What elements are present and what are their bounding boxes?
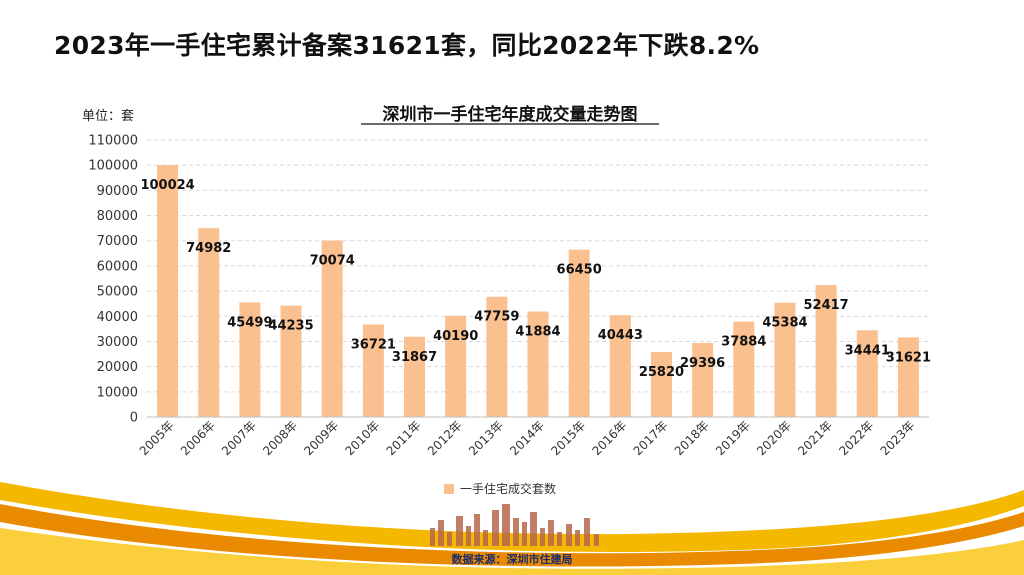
bar [856,330,878,417]
data-label: 45384 [762,316,807,331]
bar [362,324,384,417]
x-tick-label: 2011年 [384,418,424,458]
bar [445,315,467,417]
band-gold-bottom [0,528,1024,575]
grid-lines [147,139,929,393]
y-tick-label: 40000 [97,310,138,325]
data-label: 29396 [680,356,725,371]
data-label: 44235 [268,319,313,334]
bar [692,342,714,417]
x-tick-label: 2008年 [260,418,300,458]
x-axis-ticks: 2005年 2006年 2007年 2008年 2009年 2010年 2011年 2012年… [137,418,918,458]
legend-label: 一手住宅成交套数 [460,481,556,496]
y-tick-label: 100000 [88,159,138,174]
x-tick-label: 2020年 [754,418,794,458]
data-label: 45499 [227,315,272,330]
bar [280,305,302,417]
y-tick-label: 50000 [97,285,138,300]
legend-swatch [444,484,454,494]
y-tick-label: 80000 [97,209,138,224]
data-label: 74982 [186,241,231,256]
data-label: 52417 [803,298,848,313]
data-label: 36721 [351,338,396,353]
data-label: 40443 [598,328,643,343]
skyline-icon [430,504,599,546]
bar [650,351,672,417]
x-tick-label: 2012年 [425,418,465,458]
band-orange [0,504,1024,567]
x-tick-label: 2021年 [795,418,835,458]
data-label: 34441 [845,343,890,358]
y-tick-label: 110000 [88,134,138,149]
bar [568,249,590,417]
bar [815,285,837,417]
data-label: 31867 [392,350,437,365]
y-tick-label: 70000 [97,234,138,249]
bar [486,296,508,417]
bars [157,165,919,417]
x-tick-label: 2014年 [507,418,547,458]
x-tick-label: 2013年 [466,418,506,458]
unit-label: 单位：套 [82,108,134,124]
y-tick-label: 10000 [97,385,138,400]
y-tick-label: 0 [130,411,138,426]
y-tick-label: 60000 [97,259,138,274]
bar [198,228,220,417]
bar [239,302,261,417]
data-label: 40190 [433,329,478,344]
data-label: 70074 [310,254,355,269]
band-gold-top [0,482,1024,552]
x-tick-label: 2019年 [713,418,753,458]
data-source: 数据来源：深圳市住建局 [451,553,573,566]
x-tick-label: 2015年 [548,418,588,458]
y-axis-ticks: 0 10000 20000 30000 40000 50000 60000 70000 8000… [88,134,138,426]
bar-chart: 深圳市一手住宅年度成交量走势图 单位：套 0 10000 20000 30000 400… [82,104,931,496]
x-tick-label: 2023年 [878,418,918,458]
data-label: 47759 [474,310,519,325]
x-tick-label: 2009年 [301,418,341,458]
footer-decoration [0,482,1024,575]
x-tick-label: 2007年 [219,418,259,458]
legend: 一手住宅成交套数 [444,481,556,496]
x-tick-label: 2018年 [672,418,712,458]
bar [157,165,179,417]
bar [609,315,631,417]
data-label: 100024 [140,178,194,193]
x-tick-label: 2017年 [631,418,671,458]
y-tick-label: 30000 [97,335,138,350]
data-label: 41884 [515,325,560,340]
y-tick-label: 20000 [97,360,138,375]
x-tick-label: 2010年 [343,418,383,458]
slide-title: 2023年一手住宅累计备案31621套，同比2022年下跌8.2% [54,31,760,60]
bar [774,302,796,417]
bar [733,321,755,417]
x-tick-label: 2006年 [178,418,218,458]
bar [321,240,343,417]
y-tick-label: 90000 [97,184,138,199]
data-label: 66450 [557,263,602,278]
bar [527,311,549,417]
data-label: 31621 [886,350,931,365]
bar [404,336,426,417]
x-tick-label: 2022年 [836,418,876,458]
x-tick-label: 2016年 [589,418,629,458]
chart-title: 深圳市一手住宅年度成交量走势图 [383,104,638,125]
data-label: 37884 [721,335,766,350]
x-tick-label: 2005年 [137,418,177,458]
bar [897,337,919,417]
data-label: 25820 [639,365,684,380]
